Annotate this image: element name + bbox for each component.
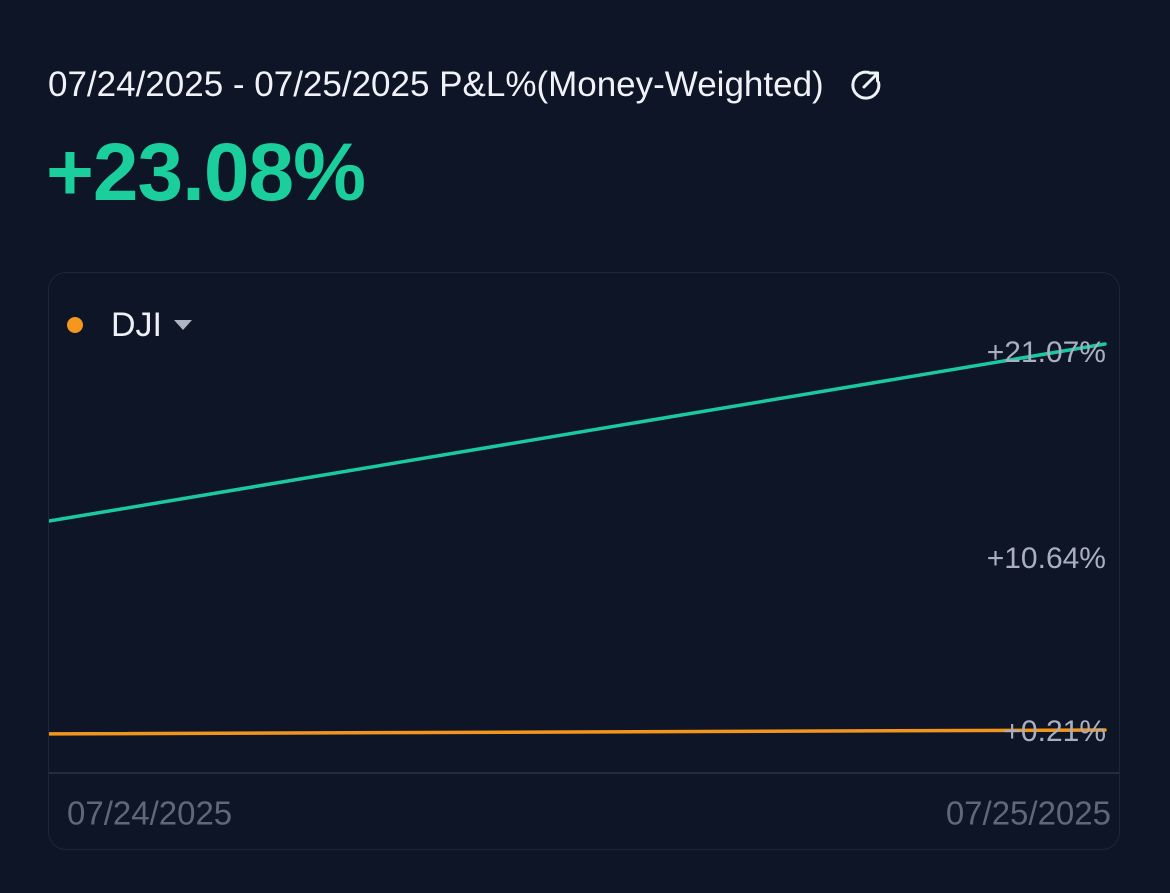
y-tick-label: +10.64% — [987, 542, 1106, 575]
share-external-icon[interactable] — [848, 67, 884, 103]
page-title: 07/24/2025 - 07/25/2025 P&L%(Money-Weigh… — [48, 65, 824, 104]
chart-header: 07/24/2025 - 07/25/2025 P&L%(Money-Weigh… — [48, 60, 884, 110]
x-tick-label: 07/25/2025 — [946, 795, 1111, 832]
caret-down-icon — [174, 320, 192, 330]
pnl-line-chart: +21.07% +10.64% +0.21% 07/24/2025 07/25/2025 — [49, 336, 1119, 832]
series-line-dji — [49, 728, 1107, 736]
legend-label: DJI — [111, 305, 162, 344]
pnl-percentage-value: +23.08% — [46, 127, 366, 218]
x-tick-label: 07/24/2025 — [67, 795, 232, 832]
y-tick-label: +21.07% — [987, 336, 1106, 369]
series-line-portfolio — [49, 342, 1107, 523]
legend-dot — [67, 317, 83, 333]
y-tick-label: +0.21% — [1003, 715, 1106, 748]
benchmark-selector[interactable]: DJI — [67, 303, 192, 347]
chart-card: +21.07% +10.64% +0.21% 07/24/2025 07/25/2025… — [48, 272, 1120, 850]
